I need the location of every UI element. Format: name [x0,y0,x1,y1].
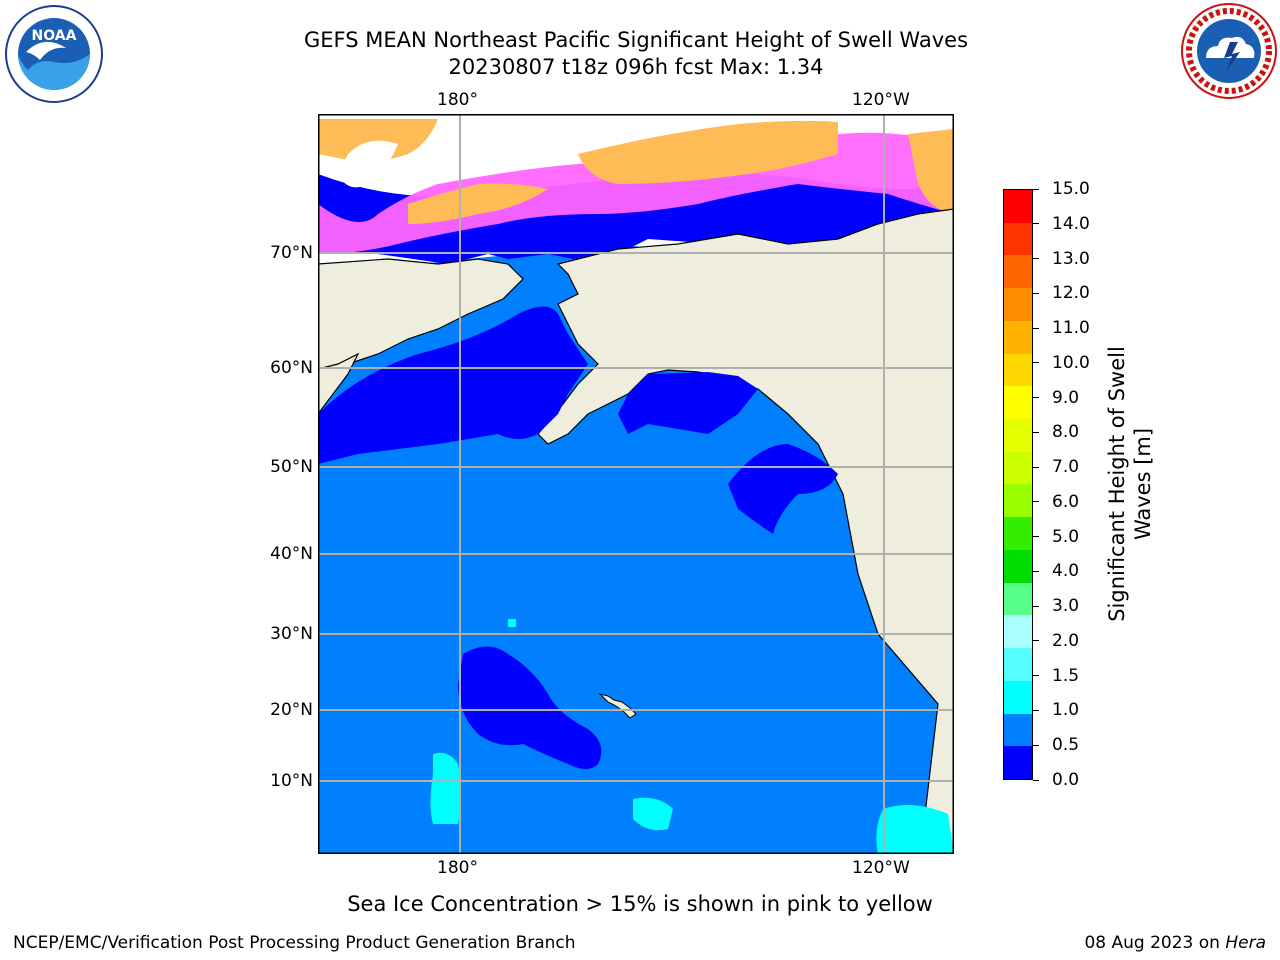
chart-title-line1: GEFS MEAN Northeast Pacific Significant … [303,28,969,52]
colorbar-swatch [1004,549,1032,583]
land-hawaii [598,693,637,719]
colorbar-swatch [1004,451,1032,485]
cyan-patch-3 [876,805,954,854]
colorbar-swatch [1004,419,1032,452]
footer-host: Hera [1225,933,1266,953]
colorbar-swatch [1004,582,1032,616]
colorbar-tick-label: 1.0 [1052,700,1080,721]
lon-label-top-180: 180° [437,90,478,110]
colorbar-swatch [1004,190,1032,223]
colorbar-label-line1: Significant Height of Swell [1105,346,1129,622]
colorbar-tick-label: 10.0 [1052,352,1090,373]
colorbar-tick-mark [1033,709,1039,711]
colorbar-swatch [1004,222,1032,256]
colorbar-swatch [1004,713,1032,747]
map-panel [318,114,954,854]
colorbar-tick-label: 15.0 [1052,179,1090,199]
graticule [318,114,954,854]
colorbar-tick-label: 13.0 [1052,248,1090,269]
colorbar-tick-mark [1033,675,1039,677]
colorbar-tick-label: 14.0 [1052,213,1090,234]
colorbar-tick-mark [1033,223,1039,225]
colorbar-tick-label: 5.0 [1052,526,1080,547]
colorbar-swatch [1004,517,1032,550]
noaa-logo-text: NOAA [32,28,77,44]
sea-ice-orange-2 [578,120,838,184]
lon-label-top-120w: 120°W [852,90,910,110]
cyan-patch-4 [508,619,516,627]
colorbar-swatch [1004,615,1032,649]
colorbar-tick-mark [1033,327,1039,329]
colorbar-tick-label: 11.0 [1052,318,1090,339]
colorbar-tick-label: 1.5 [1052,665,1080,686]
lat-label-30n: 30°N [270,624,313,644]
colorbar-tick-mark [1033,431,1039,433]
colorbar-swatch [1004,255,1032,289]
colorbar-label: Significant Height of Swell Waves [m] [1104,346,1156,622]
bering-sea-low [318,306,588,464]
chart-title-line2: 20230807 t18z 096h fcst Max: 1.34 [448,55,824,79]
colorbar-label-line2: Waves [m] [1131,427,1155,541]
footer-right: 08 Aug 2023 on Hera [1084,933,1266,953]
colorbar-tick-mark [1033,779,1039,781]
cyan-patch-1 [430,752,461,824]
colorbar-tick-label: 4.0 [1052,561,1080,582]
lat-label-10n: 10°N [270,771,313,791]
colorbar-tick-mark [1033,570,1039,572]
lat-label-60n: 60°N [270,358,313,378]
colorbar-swatch [1004,648,1032,681]
colorbar-tick-label: 2.0 [1052,630,1080,651]
lat-label-40n: 40°N [270,544,313,564]
colorbar-tick-mark [1033,397,1039,399]
colorbar-tick-mark [1033,501,1039,503]
lon-label-bottom-180: 180° [437,858,478,878]
colorbar-tick-mark [1033,466,1039,468]
arctic-white-patch-1 [338,140,398,188]
map-frame [318,114,954,854]
colorbar-tick-label: 6.0 [1052,491,1080,512]
colorbar-tick-mark [1033,188,1039,190]
cyan-patch-2 [633,797,673,831]
colorbar-tick-mark [1033,640,1039,642]
colorbar-swatch [1004,320,1032,354]
colorbar-swatches [1003,189,1033,780]
colorbar-swatch [1004,680,1032,714]
colorbar-tick-label: 9.0 [1052,387,1080,408]
colorbar-tick-mark [1033,362,1039,364]
colorbar-swatch [1004,746,1032,779]
colorbar-tick-label: 8.0 [1052,422,1080,443]
colorbar-tick-label: 12.0 [1052,283,1090,304]
colorbar-tick-label: 7.0 [1052,457,1080,478]
sea-ice-caption: Sea Ice Concentration > 15% is shown in … [347,892,933,916]
sea-ice-orange-4 [908,129,954,214]
colorbar-tick-mark [1033,744,1039,746]
colorbar-tick-mark [1033,292,1039,294]
noaa-logo: NOAA [4,4,104,104]
colorbar-tick-mark [1033,258,1039,260]
colorbar-tick-label: 0.5 [1052,735,1080,756]
colorbar-swatch [1004,386,1032,420]
colorbar-tick-mark [1033,536,1039,538]
footer-date: 08 Aug 2023 on [1084,933,1226,953]
colorbar [1003,189,1033,780]
nws-logo [1180,2,1278,100]
lat-label-50n: 50°N [270,457,313,477]
sea-ice-orange-3 [408,183,548,224]
colorbar-tick-mark [1033,605,1039,607]
gulf-of-alaska-low [618,372,758,434]
colorbar-swatch [1004,288,1032,321]
colorbar-tick-label: 0.0 [1052,770,1080,790]
footer-left: NCEP/EMC/Verification Post Processing Pr… [13,933,576,953]
map-svg [318,114,954,854]
colorbar-swatch [1004,353,1032,387]
lat-label-70n: 70°N [270,243,313,263]
lat-label-20n: 20°N [270,700,313,720]
lon-label-bottom-120w: 120°W [852,858,910,878]
colorbar-tick-label: 3.0 [1052,596,1080,617]
sea-ice-orange-1 [318,119,438,163]
colorbar-swatch [1004,484,1032,518]
subtropical-low [458,646,602,769]
